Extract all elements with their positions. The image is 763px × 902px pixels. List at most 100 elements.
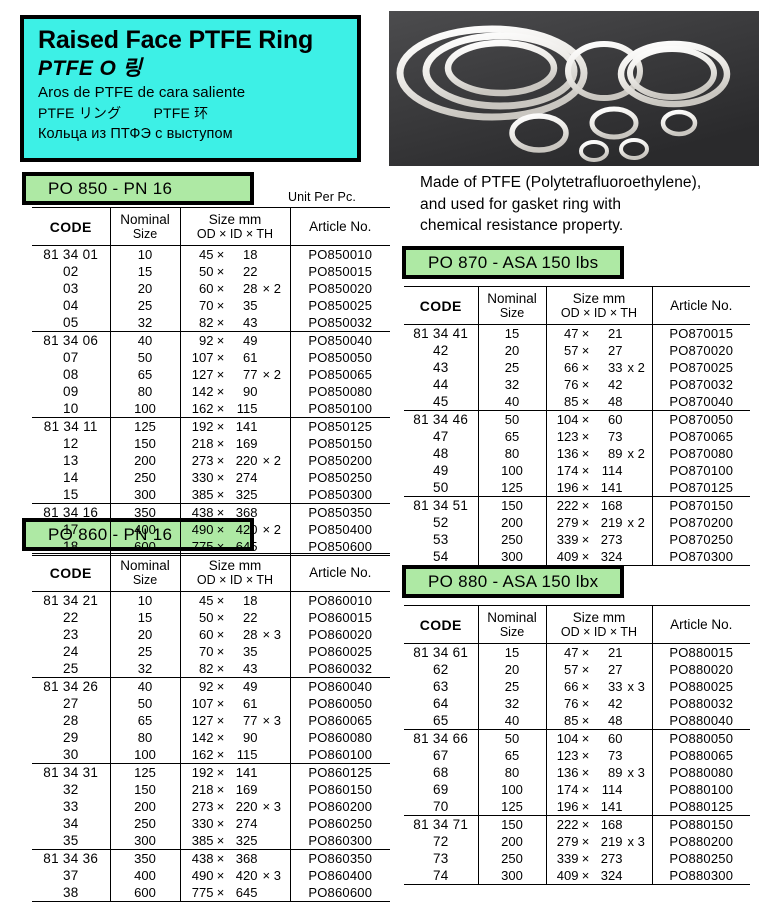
column-header-nominal-size-main: Nominal — [487, 609, 537, 625]
size-id: 90 — [243, 383, 258, 399]
size-multiply-icon: × — [581, 359, 590, 375]
size-multiply-icon: × — [581, 781, 590, 797]
size-od: 136 — [556, 445, 579, 461]
size-thickness: × 2 — [262, 280, 281, 296]
size-id: 28 — [243, 626, 258, 642]
size-id: 90 — [243, 729, 258, 745]
size-id: 141 — [600, 798, 623, 814]
cell-nominal-size: 40 — [109, 331, 180, 349]
size-od: 127 — [191, 712, 214, 728]
size-od: 104 — [556, 411, 579, 427]
size-id: 645 — [235, 884, 258, 900]
cell-size-mm: 222 × 168 — [545, 815, 654, 833]
cell-code: 48 — [432, 445, 449, 461]
cell-nominal-size: 80 — [109, 729, 180, 746]
cell-nominal-size: 250 — [477, 531, 546, 548]
table-row: 07 50 107 × 61 PO850050 — [32, 349, 390, 366]
cell-size-mm: 70 × 35 — [179, 643, 290, 660]
cell-article-no: PO850020 — [289, 280, 390, 297]
size-multiply-icon: × — [581, 867, 590, 883]
cell-size-mm: 45 × 18 — [179, 245, 290, 263]
cell-nominal-size: 40 — [477, 712, 546, 730]
cell-article-no: PO860032 — [289, 660, 390, 678]
size-thickness: x 3 — [627, 764, 645, 780]
cell-nominal-size: 32 — [109, 314, 180, 332]
cell-article-no: PO870250 — [651, 531, 750, 548]
cell-article-no: PO860080 — [289, 729, 390, 746]
size-expression: 330 × 274 — [182, 816, 289, 831]
size-od: 775 — [191, 538, 214, 554]
size-multiply-icon: × — [581, 678, 590, 694]
cell-code: 28 — [62, 712, 79, 728]
size-expression: 222 × 168 — [547, 816, 654, 832]
size-expression: 385 × 325 — [182, 833, 289, 848]
cell-nominal-size: 65 — [109, 366, 180, 383]
cell-article-no: PO860040 — [289, 677, 390, 695]
column-header-code: CODE — [32, 553, 110, 592]
cell-code: 81 34 61 — [413, 644, 469, 660]
table-header-row: CODE Nominal Size Size mm OD × ID × TH Articl… — [404, 286, 750, 325]
size-expression: 339 × 273 — [547, 851, 654, 866]
size-thickness: × 3 — [262, 798, 281, 814]
cell-size-mm: 104 × 60 — [545, 729, 652, 747]
cell-nominal-size: 32 — [109, 660, 180, 678]
description-line-1: Made of PTFE (Polytetrafluoroethylene), — [420, 174, 702, 191]
cell-size-mm: 104 × 60 — [545, 410, 652, 428]
cell-article-no: PO870020 — [651, 342, 750, 359]
size-expression: 76 × 42 — [547, 695, 654, 711]
column-header-article-no: Article No. — [289, 207, 390, 246]
column-header-code: CODE — [404, 605, 478, 644]
table-row: 17 400 490 × 420 × 2 PO850400 — [32, 521, 390, 538]
size-multiply-icon: × — [216, 435, 225, 451]
size-od: 66 — [564, 359, 579, 375]
cell-size-mm: 136 × 89 x 3 — [545, 764, 652, 781]
size-id: 273 — [600, 531, 623, 547]
cell-article-no: PO850065 — [289, 366, 390, 383]
size-expression: 273 × 220 × 2 — [182, 453, 289, 468]
size-od: 47 — [564, 325, 579, 341]
size-expression: 438 × 368 — [182, 850, 289, 866]
cell-nominal-size: 400 — [109, 521, 180, 538]
size-id: 168 — [600, 816, 623, 832]
size-od: 409 — [556, 548, 579, 564]
size-multiply-icon: × — [216, 246, 225, 262]
cell-nominal-size: 150 — [109, 781, 180, 798]
table-row: 53 250 339 × 273 PO870250 — [404, 531, 750, 548]
table-row: 81 34 01 10 45 × 18 PO850010 — [32, 245, 390, 263]
size-od: 438 — [191, 850, 214, 866]
table-row: 48 80 136 × 89 x 2 PO870080 — [404, 445, 750, 462]
section-banner-po850-label: PO 850 - PN 16 — [48, 178, 173, 198]
cell-code: 08 — [62, 366, 79, 382]
size-expression: 70 × 35 — [182, 297, 289, 313]
table-mount-po860: CODE Nominal Size Size mm OD × ID × TH Articl… — [32, 553, 390, 902]
cell-article-no: PO880200 — [651, 833, 750, 850]
table-row: 81 34 71 150 222 × 168 PO880150 — [404, 815, 750, 833]
size-od: 70 — [199, 297, 214, 313]
size-od: 490 — [191, 521, 214, 537]
cell-nominal-size: 350 — [109, 503, 180, 521]
table-row: 81 34 31 125 192 × 141 PO860125 — [32, 763, 390, 781]
size-id: 42 — [608, 695, 623, 711]
cell-nominal-size: 100 — [109, 400, 180, 418]
table-row: 81 34 41 15 47 × 21 PO870015 — [404, 324, 750, 342]
cell-code: 54 — [404, 548, 478, 566]
size-od: 66 — [564, 678, 579, 694]
size-multiply-icon: × — [581, 661, 590, 677]
table-row: 63 25 66 × 33 x 3 PO880025 — [404, 678, 750, 695]
size-expression: 218 × 169 — [182, 782, 289, 797]
size-od: 82 — [199, 314, 214, 330]
size-expression: 50 × 22 — [182, 264, 289, 279]
size-expression: 330 × 274 — [182, 470, 289, 485]
cell-nominal-size: 125 — [109, 417, 180, 435]
cell-code: 07 — [62, 349, 79, 365]
size-expression: 279 × 219 x 3 — [547, 834, 654, 849]
cell-code: 30 — [62, 746, 79, 762]
table-row: 43 25 66 × 33 x 2 PO870025 — [404, 359, 750, 376]
size-multiply-icon: × — [581, 695, 590, 711]
size-expression: 85 × 48 — [547, 713, 654, 728]
size-multiply-icon: × — [216, 314, 225, 330]
size-multiply-icon: × — [216, 383, 225, 399]
column-header-size-mm: Size mm OD × ID × TH — [545, 605, 652, 644]
cell-nominal-size: 20 — [477, 661, 546, 678]
cell-nominal-size: 50 — [109, 695, 180, 712]
